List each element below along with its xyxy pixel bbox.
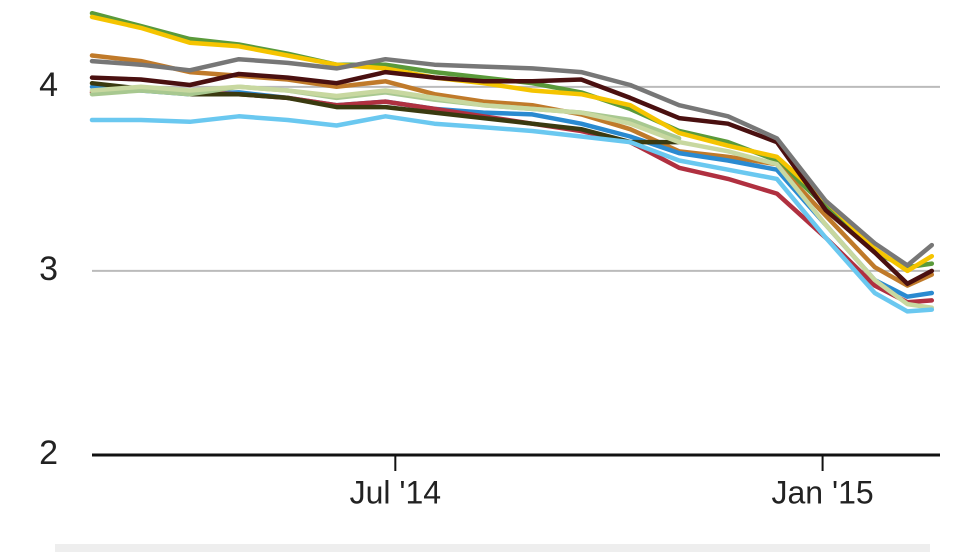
series-line xyxy=(89,56,935,268)
x-tick-label: Jul '14 xyxy=(350,474,442,510)
y-tick-label: 3 xyxy=(39,250,58,288)
y-tick-label: 4 xyxy=(39,66,58,104)
series-line xyxy=(89,14,935,274)
series-line xyxy=(89,84,935,310)
series-line xyxy=(89,69,935,287)
footer-bar xyxy=(55,544,930,552)
series-line xyxy=(89,10,935,270)
series-line xyxy=(89,114,935,314)
x-tick-label: Jan '15 xyxy=(771,474,873,510)
y-tick-label: 2 xyxy=(39,434,58,472)
